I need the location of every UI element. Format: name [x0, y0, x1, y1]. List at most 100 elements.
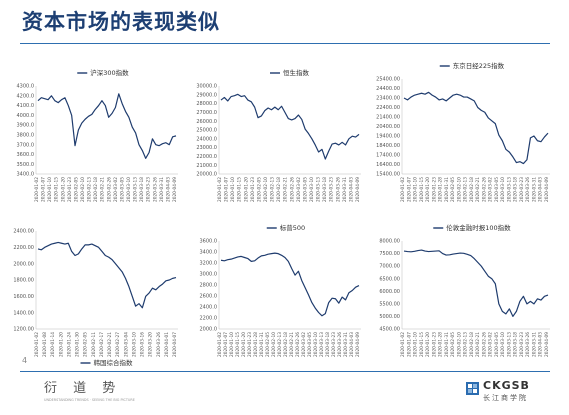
x-tick-label: 2020-03-23 — [519, 177, 525, 202]
y-tick-label: 2400.0 — [200, 305, 218, 311]
y-tick-label: 2400.00 — [13, 229, 34, 235]
x-tick-label: 2020-01-23 — [250, 177, 256, 202]
y-tick-label: 22400.00 — [376, 105, 400, 111]
x-tick-label: 2020-01-10 — [229, 332, 235, 357]
series-line — [37, 93, 177, 159]
logo-left-subtitle: UNDERSTANDING TRENDS · SEEING THE BIG PI… — [44, 398, 135, 402]
y-tick-label: 22000.0 — [196, 154, 217, 160]
chart-hang-seng: 恒生指数 20000.0 21000.0 22000.0 23000.0 24000.0 2… — [189, 66, 367, 216]
x-tick-label: 2020-04-03 — [165, 177, 171, 202]
y-tick-label: 2000.0 — [200, 327, 218, 333]
x-tick-label: 2020-03-02 — [113, 177, 119, 202]
x-tick-label: 2020-02-13 — [463, 177, 469, 202]
y-tick-label: 21400.00 — [376, 115, 400, 121]
legend-label: 标普500 — [280, 223, 305, 232]
x-tick-label: 2020-03-05 — [494, 177, 500, 202]
y-tick-label: 26000.0 — [196, 119, 217, 125]
logo-left-mark: 衍 道 势 — [44, 381, 122, 396]
x-tick-label: 2020-02-05 — [256, 177, 262, 202]
x-tick-label: 2020-03-10 — [313, 332, 319, 357]
x-tick-label: 2020-03-26 — [525, 177, 531, 202]
x-tick-label: 2020-03-13 — [316, 177, 322, 202]
y-tick-label: 25400.00 — [376, 77, 400, 83]
x-tick-label: 2020-02-10 — [263, 177, 269, 202]
x-tick-label: 2020-04-01 — [164, 332, 170, 357]
legend-label: 东京日经225指数 — [453, 61, 505, 70]
x-tick-label: 2020-01-23 — [431, 332, 437, 357]
legend: 恒生指数 — [270, 68, 310, 77]
y-tick-label: 16400.00 — [376, 162, 400, 168]
x-tick-label: 2020-04-09 — [355, 177, 361, 202]
x-tick-label: 2020-02-21 — [289, 332, 295, 357]
footer-logo-ckgsb: CKGSB 长江商学院 — [466, 378, 566, 408]
series-line — [403, 249, 549, 318]
x-tick-label: 2020-03-18 — [513, 332, 519, 357]
x-tick-label: 2020-02-18 — [93, 177, 99, 202]
x-tick-label: 2020-02-26 — [295, 332, 301, 357]
x-tick-label: 2020-02-13 — [277, 332, 283, 357]
y-tick-label: 30000.0 — [196, 84, 217, 90]
x-tick-label: 2020-01-14 — [50, 332, 56, 357]
x-tick-label: 2020-03-13 — [506, 332, 512, 357]
x-tick-label: 2020-02-26 — [106, 177, 112, 202]
chart-sp500: 标普500 2000.0 2200.0 2400.0 2600.0 2800.0 3000.… — [189, 221, 367, 371]
x-tick-label: 2020-01-02 — [400, 332, 406, 357]
y-tick-label: 19400.00 — [376, 134, 400, 140]
y-tick-label: 1400.00 — [13, 310, 34, 316]
x-tick-label: 2020-01-31 — [444, 177, 450, 202]
x-tick-label: 2020-03-31 — [531, 177, 537, 202]
legend-label: 伦敦金融时报100指数 — [446, 223, 511, 232]
chart-nikkei-225: 东京日经225指数 15400.00 16400.00 17400.00 18400.0… — [372, 59, 556, 216]
x-tick-label: 2020-01-10 — [413, 177, 419, 202]
x-tick-label: 2020-03-18 — [322, 177, 328, 202]
x-tick-label: 2020-01-02 — [217, 177, 223, 202]
x-tick-label: 2020-04-09 — [355, 332, 361, 357]
x-tick-label: 2020-01-28 — [438, 332, 444, 357]
x-tick-label: 2020-02-05 — [450, 177, 456, 202]
slide-title: 资本市场的表现类似 — [22, 9, 220, 34]
x-tick-label: 2020-03-31 — [342, 177, 348, 202]
x-tick-label: 2020-01-07 — [41, 177, 47, 202]
x-tick-label: 2020-01-10 — [230, 177, 236, 202]
x-tick-label: 2020-01-28 — [253, 332, 259, 357]
x-tick-label: 2020-02-10 — [80, 177, 86, 202]
legend: 韩国综合指数 — [80, 358, 133, 367]
x-tick-label: 2020-03-26 — [335, 177, 341, 202]
x-tick-label: 2020-01-10 — [413, 332, 419, 357]
chart-csi300: 沪深300指数 3400.0 3500.0 3600.0 3700.0 3800.0 390… — [6, 66, 184, 216]
x-tick-label: 2020-01-15 — [419, 332, 425, 357]
x-tick-label: 2020-04-03 — [348, 177, 354, 202]
x-tick-label: 2020-03-31 — [159, 177, 165, 202]
x-tick-label: 2020-03-23 — [331, 332, 337, 357]
y-tick-label: 1800.00 — [13, 278, 34, 284]
x-tick-label: 2020-03-26 — [152, 177, 158, 202]
x-tick-label: 2020-01-24 — [66, 332, 72, 357]
x-tick-label: 2020-01-23 — [431, 177, 437, 202]
x-tick-label: 2020-02-05 — [450, 332, 456, 357]
x-tick-label: 2020-01-02 — [34, 177, 40, 202]
x-tick-label: 2020-01-02 — [34, 332, 40, 357]
x-tick-label: 2020-02-21 — [107, 332, 113, 357]
y-tick-label: 3600.0 — [200, 239, 218, 245]
y-tick-label: 6500.00 — [379, 276, 400, 282]
y-tick-label: 20000.0 — [196, 172, 217, 178]
y-tick-label: 24400.00 — [376, 86, 400, 92]
x-tick-label: 2020-01-30 — [75, 332, 81, 357]
x-tick-label: 2020-02-10 — [456, 332, 462, 357]
x-tick-label: 2020-03-31 — [531, 332, 537, 357]
y-tick-label: 1600.00 — [13, 294, 34, 300]
y-tick-label: 3400.0 — [200, 250, 218, 256]
y-tick-label: 1200.00 — [13, 327, 34, 333]
legend-label: 沪深300指数 — [90, 68, 129, 77]
x-tick-label: 2020-03-10 — [126, 177, 132, 202]
y-tick-label: 4100.0 — [17, 103, 35, 109]
x-tick-label: 2020-01-02 — [400, 177, 406, 202]
footer-divider — [20, 371, 550, 372]
x-tick-label: 2020-01-20 — [425, 332, 431, 357]
x-tick-label: 2020-01-23 — [247, 332, 253, 357]
chart-svg: 标普500 2000.0 2200.0 2400.0 2600.0 2800.0 3000.… — [200, 223, 361, 357]
y-tick-label: 18400.00 — [376, 143, 400, 149]
y-tick-label: 2000.00 — [13, 261, 34, 267]
x-tick-label: 2020-01-07 — [223, 332, 229, 357]
x-tick-label: 2020-03-13 — [133, 177, 139, 202]
